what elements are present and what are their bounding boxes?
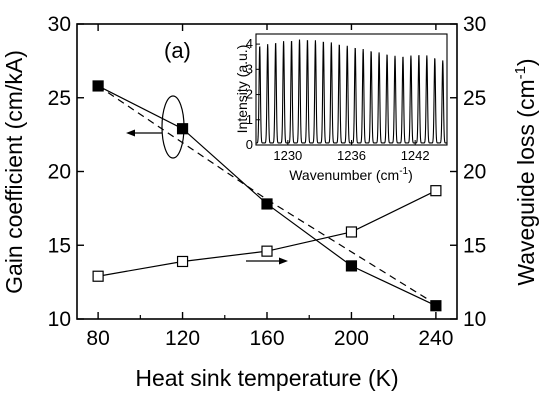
inset-y-tick-label: 3 — [246, 61, 253, 76]
inset-x-axis-label: Wavenumber (cm-1) — [289, 166, 413, 183]
waveguide-loss-point — [431, 186, 441, 196]
x-axis-label: Heat sink temperature (K) — [135, 365, 398, 391]
y-axis-left-label: Gain coefficient (cm/kA) — [1, 50, 27, 294]
inset-y-tick-label: 4 — [246, 36, 253, 51]
x-tick-label: 160 — [249, 327, 284, 350]
x-tick-label: 240 — [418, 327, 453, 350]
y-axis-right-label-main: Waveguide loss (cm — [513, 79, 539, 285]
gain-coefficient-point — [431, 301, 441, 311]
inset-x-axis-label-end: ) — [408, 167, 413, 183]
y-axis-right-label: Waveguide loss (cm-1) — [512, 58, 539, 285]
inset-x-tick-label: 1230 — [273, 148, 302, 163]
inset-y-tick-label: 2 — [246, 87, 253, 102]
gain-coefficient-point — [178, 124, 188, 134]
right-axis-arrow-head — [279, 258, 288, 265]
inset-x-tick-label: 1242 — [401, 148, 430, 163]
y-right-tick-label: 15 — [463, 234, 486, 257]
y-left-tick-label: 30 — [48, 13, 71, 36]
gain-coefficient-point — [346, 261, 356, 271]
inset-x-axis-label-main: Wavenumber (cm — [289, 167, 399, 183]
x-tick-label: 200 — [334, 327, 369, 350]
y-axis-right-label-end: ) — [513, 58, 539, 66]
y-right-tick-label: 20 — [463, 161, 486, 184]
inset-y-tick-label: 0 — [246, 137, 253, 152]
waveguide-loss-point — [178, 256, 188, 266]
x-tick-label: 120 — [165, 327, 200, 350]
y-axis-right-label-sup: -1 — [512, 66, 529, 79]
waveguide-loss-point — [346, 227, 356, 237]
y-left-tick-label: 25 — [48, 87, 71, 110]
waveguide-loss-point — [262, 246, 272, 256]
y-right-tick-label: 25 — [463, 87, 486, 110]
y-right-tick-label: 10 — [463, 308, 486, 331]
y-left-tick-label: 10 — [48, 308, 71, 331]
inset-x-tick-label: 1236 — [337, 148, 366, 163]
y-left-tick-label: 20 — [48, 161, 71, 184]
gain-coefficient-point — [262, 199, 272, 209]
panel-label: (a) — [164, 38, 191, 63]
inset-y-tick-label: 1 — [246, 112, 253, 127]
waveguide-loss-point — [93, 271, 103, 281]
gain-coefficient-point — [93, 81, 103, 91]
y-left-tick-label: 15 — [48, 234, 71, 257]
y-right-tick-label: 30 — [463, 13, 486, 36]
left-axis-arrow-head — [126, 130, 135, 137]
x-tick-label: 80 — [86, 327, 109, 350]
